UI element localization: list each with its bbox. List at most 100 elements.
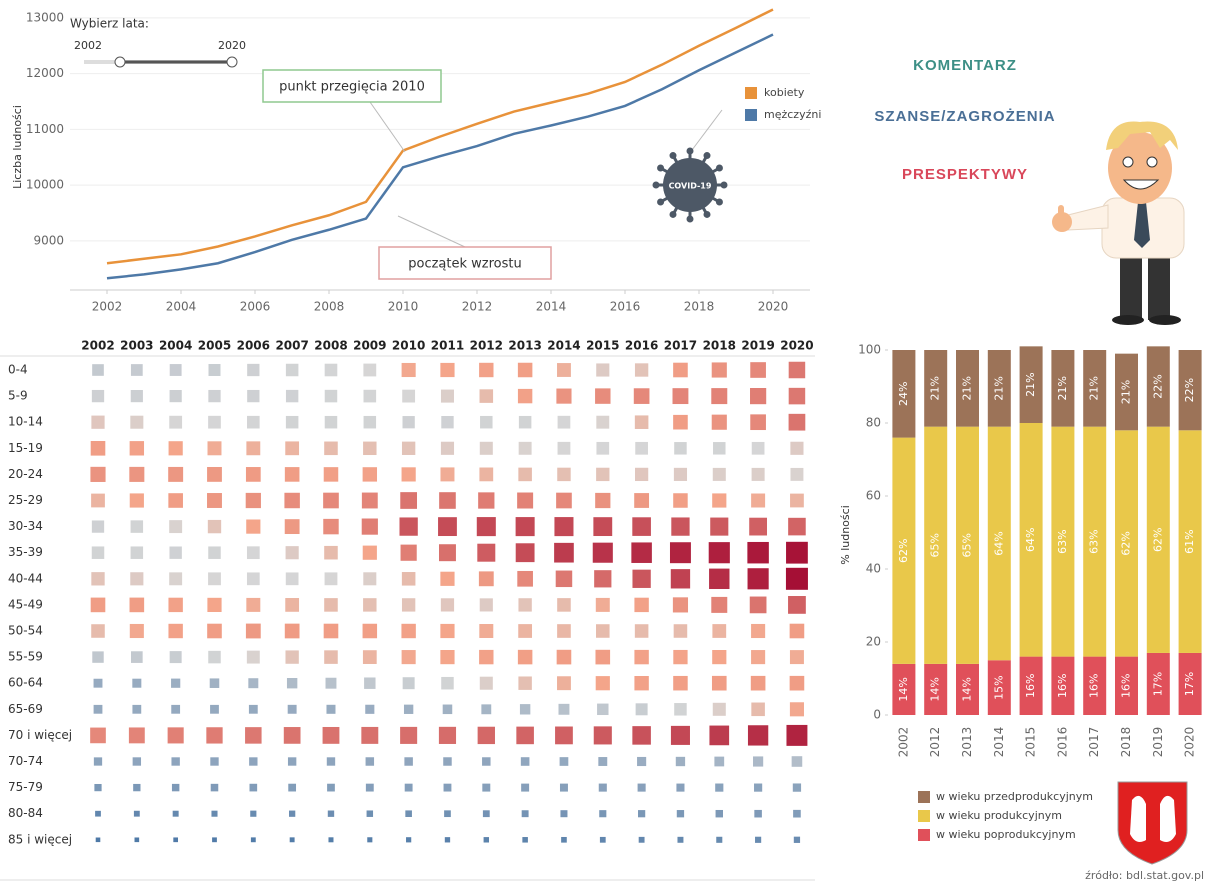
heat-cell: [247, 416, 260, 429]
heat-cell: [363, 442, 376, 455]
heat-cell: [94, 784, 101, 791]
heat-cell: [207, 624, 222, 639]
heat-cell: [285, 650, 298, 663]
row-label: 60-64: [8, 676, 43, 690]
x-tick-label: 2014: [992, 727, 1006, 758]
virus-spike-tip: [657, 199, 664, 206]
heat-cell: [554, 543, 574, 563]
virus-spike-tip: [670, 211, 677, 218]
x-tick-label: 2020: [758, 300, 789, 314]
heat-cell: [747, 542, 768, 563]
heat-cell: [173, 837, 178, 842]
heat-cell: [482, 757, 490, 765]
heat-cell: [289, 811, 295, 817]
heat-cell: [480, 677, 493, 690]
heat-cell: [132, 705, 141, 714]
heat-cell: [91, 416, 104, 429]
heat-cell: [367, 837, 372, 842]
heat-cell: [753, 756, 763, 766]
heat-cell: [135, 837, 140, 842]
heat-cell: [557, 650, 572, 665]
heat-cell: [248, 678, 258, 688]
heat-cell: [518, 624, 532, 638]
legend-swatch: [918, 791, 930, 803]
legend-label: mężczyźni: [764, 108, 821, 121]
heat-cell: [441, 442, 454, 455]
heat-cell: [440, 624, 454, 638]
heat-cell: [170, 390, 182, 402]
x-tick-label: 2016: [1055, 727, 1069, 758]
heat-cell: [92, 390, 104, 402]
commentary-button[interactable]: PRESPEKTYWY: [902, 166, 1028, 183]
virus-spike-tip: [653, 182, 660, 189]
value-label: 63%: [1088, 529, 1101, 553]
heat-cell: [676, 784, 684, 792]
commentary-button[interactable]: KOMENTARZ: [913, 57, 1017, 74]
heat-cell: [91, 572, 104, 585]
heat-cell: [560, 784, 568, 792]
heat-cell: [713, 703, 726, 716]
heat-cell: [132, 679, 141, 688]
heat-cell: [713, 442, 726, 455]
y-tick-label: 100: [858, 343, 881, 357]
column-label: 2011: [431, 339, 464, 353]
heat-cell: [208, 520, 221, 533]
annotation: początek wzrostu: [408, 257, 521, 272]
heat-cell: [479, 468, 493, 482]
heat-cell: [284, 493, 299, 508]
heat-cell: [285, 519, 300, 534]
heat-cell: [754, 784, 762, 792]
heat-cell: [440, 650, 454, 664]
virus-spike-tip: [687, 148, 694, 155]
heat-cell: [480, 389, 494, 403]
heat-cell: [130, 598, 145, 613]
column-label: 2018: [703, 339, 736, 353]
heat-cell: [479, 624, 493, 638]
heat-cell: [751, 494, 765, 508]
heat-cell: [596, 442, 609, 455]
heat-cell: [483, 810, 490, 817]
heat-cell: [92, 520, 104, 532]
row-label: 65-69: [8, 702, 43, 716]
heat-cell: [711, 597, 727, 613]
heat-cell: [130, 572, 143, 585]
heat-cell: [323, 493, 339, 509]
y-tick-label: 13000: [26, 10, 64, 24]
heat-cell: [444, 810, 451, 817]
slider-handle[interactable]: [227, 57, 237, 67]
heat-cell: [635, 624, 649, 638]
heat-cell: [674, 442, 687, 455]
heat-cell: [363, 624, 378, 639]
heat-cell: [92, 546, 105, 559]
heat-cell: [401, 624, 415, 638]
slider-handle[interactable]: [115, 57, 125, 67]
heat-cell: [598, 757, 607, 766]
row-label: 30-34: [8, 519, 43, 533]
heat-cell: [323, 519, 338, 534]
heat-cell: [520, 704, 530, 714]
column-label: 2020: [780, 339, 813, 353]
heat-cell: [207, 467, 222, 482]
commentary-button[interactable]: SZANSE/ZAGROŻENIA: [874, 108, 1055, 125]
heat-cell: [90, 728, 106, 744]
heat-cell: [712, 624, 726, 638]
heat-cell: [638, 784, 646, 792]
row-label: 25-29: [8, 493, 43, 507]
heat-cell: [168, 467, 183, 482]
heat-cell: [247, 546, 260, 559]
column-label: 2016: [625, 339, 658, 353]
heat-cell: [96, 838, 101, 843]
y-tick-label: 20: [866, 635, 881, 649]
heat-cell: [709, 569, 729, 589]
heat-cell: [246, 441, 260, 455]
heat-cell: [286, 416, 299, 429]
y-tick-label: 60: [866, 489, 881, 503]
heat-cell: [441, 677, 454, 690]
heat-cell: [404, 757, 412, 765]
row-label: 50-54: [8, 624, 43, 638]
heat-cell: [247, 572, 260, 585]
heat-cell: [246, 520, 260, 534]
column-label: 2004: [159, 339, 192, 353]
heat-cell: [557, 468, 570, 481]
heat-cell: [170, 651, 182, 663]
